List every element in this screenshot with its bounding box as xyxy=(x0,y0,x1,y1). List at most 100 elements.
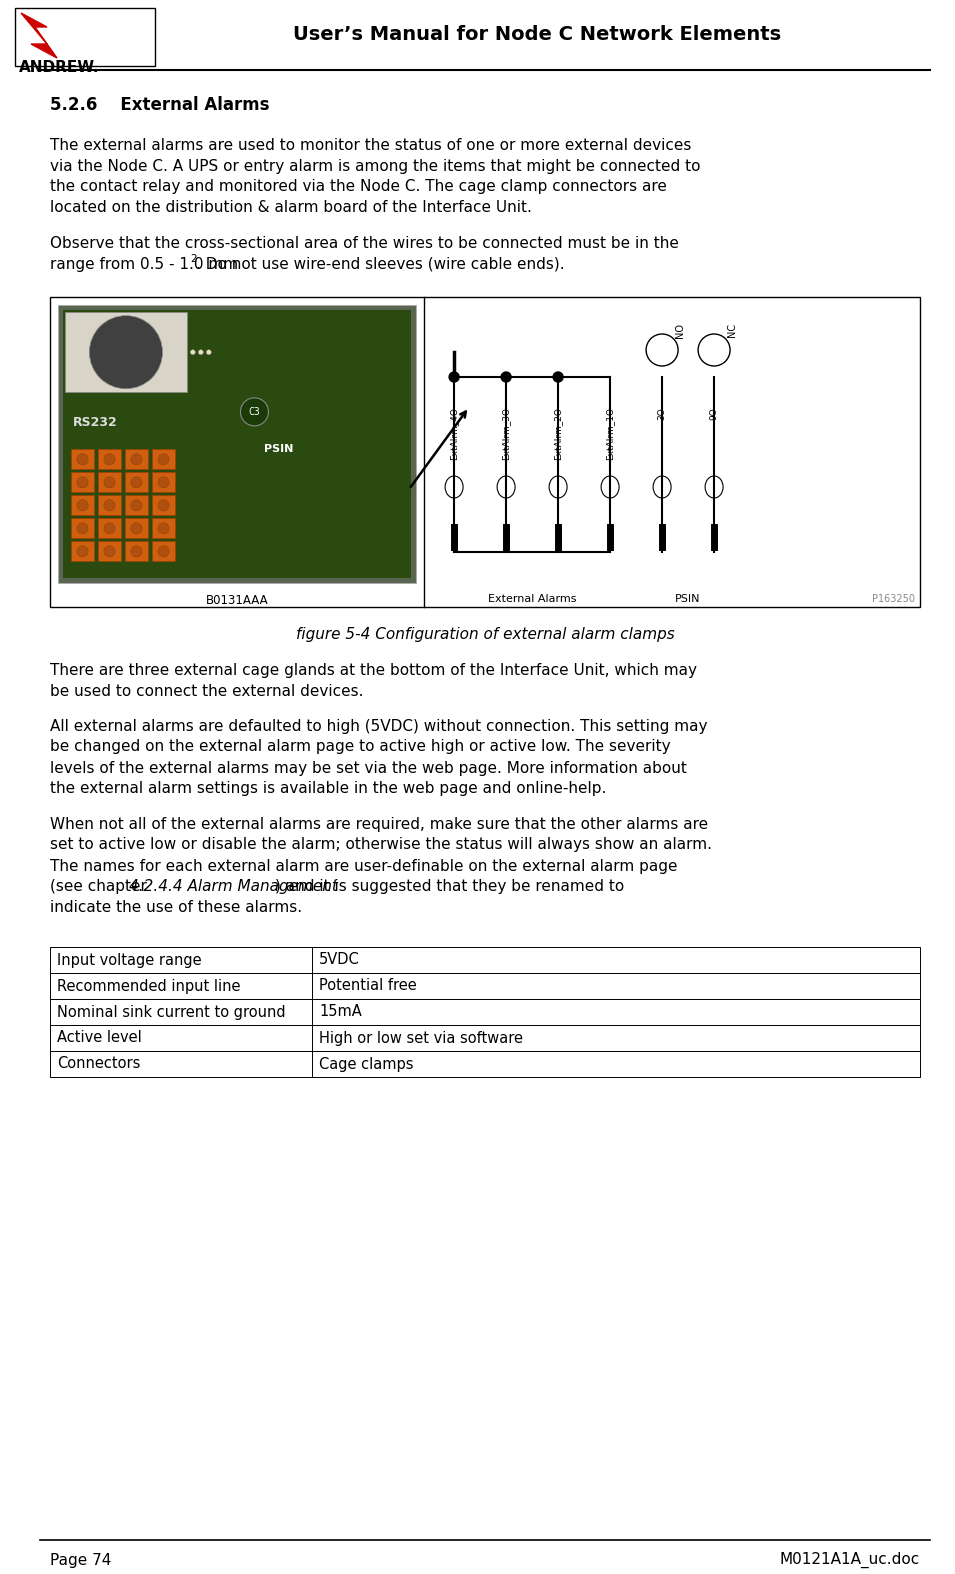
Circle shape xyxy=(131,453,142,464)
Ellipse shape xyxy=(445,475,463,497)
Circle shape xyxy=(158,453,169,464)
Bar xyxy=(152,449,175,469)
Text: 15mA: 15mA xyxy=(319,1004,362,1020)
Bar xyxy=(98,472,121,493)
Text: The external alarms are used to monitor the status of one or more external devic: The external alarms are used to monitor … xyxy=(50,137,691,153)
Circle shape xyxy=(104,453,116,464)
Ellipse shape xyxy=(601,475,619,497)
Bar xyxy=(125,518,148,538)
Text: . Do not use wire-end sleeves (wire cable ends).: . Do not use wire-end sleeves (wire cabl… xyxy=(196,257,564,271)
Text: Observe that the cross-sectional area of the wires to be connected must be in th: Observe that the cross-sectional area of… xyxy=(50,236,679,250)
Bar xyxy=(71,496,94,515)
Text: ExtAlrm_3O: ExtAlrm_3O xyxy=(501,408,511,460)
Circle shape xyxy=(698,334,731,367)
Circle shape xyxy=(131,477,142,488)
Circle shape xyxy=(647,334,678,367)
Bar xyxy=(125,496,148,515)
Bar xyxy=(98,449,121,469)
Text: figure 5-4 Configuration of external alarm clamps: figure 5-4 Configuration of external ala… xyxy=(296,628,674,642)
Text: User’s Manual for Node C Network Elements: User’s Manual for Node C Network Element… xyxy=(293,25,781,44)
Circle shape xyxy=(199,349,203,354)
Circle shape xyxy=(104,523,116,534)
Text: The names for each external alarm are user-definable on the external alarm page: The names for each external alarm are us… xyxy=(50,858,677,874)
Circle shape xyxy=(131,501,142,512)
Ellipse shape xyxy=(653,475,671,497)
Bar xyxy=(71,541,94,562)
Circle shape xyxy=(131,546,142,557)
Text: be used to connect the external devices.: be used to connect the external devices. xyxy=(50,683,364,699)
Text: External Alarms: External Alarms xyxy=(488,593,577,604)
Text: NC: NC xyxy=(727,323,737,337)
Text: range from 0.5 - 1.0 mm: range from 0.5 - 1.0 mm xyxy=(50,257,238,271)
Circle shape xyxy=(158,477,169,488)
Text: Connectors: Connectors xyxy=(57,1056,140,1072)
Text: Page 74: Page 74 xyxy=(50,1552,112,1568)
Circle shape xyxy=(131,523,142,534)
Text: (see chapter: (see chapter xyxy=(50,880,152,894)
Text: 5.2.6    External Alarms: 5.2.6 External Alarms xyxy=(50,96,269,113)
Text: be changed on the external alarm page to active high or active low. The severity: be changed on the external alarm page to… xyxy=(50,740,670,754)
Text: ANDREW.: ANDREW. xyxy=(19,60,99,76)
Circle shape xyxy=(77,453,88,464)
Bar xyxy=(98,496,121,515)
Text: Cage clamps: Cage clamps xyxy=(319,1056,414,1072)
Text: 2: 2 xyxy=(190,253,197,264)
Text: 4.2.4.4 Alarm Management: 4.2.4.4 Alarm Management xyxy=(129,880,338,894)
Circle shape xyxy=(77,501,88,512)
Circle shape xyxy=(104,501,116,512)
Circle shape xyxy=(77,523,88,534)
Text: located on the distribution & alarm board of the Interface Unit.: located on the distribution & alarm boar… xyxy=(50,200,532,216)
Bar xyxy=(50,973,920,999)
Circle shape xyxy=(501,371,511,382)
Text: All external alarms are defaulted to high (5VDC) without connection. This settin: All external alarms are defaulted to hig… xyxy=(50,718,708,733)
Text: Recommended input line: Recommended input line xyxy=(57,979,241,993)
Bar xyxy=(71,518,94,538)
Bar xyxy=(63,310,411,578)
Text: C3: C3 xyxy=(248,406,261,417)
Bar xyxy=(125,449,148,469)
Text: ExtAlrm_2O: ExtAlrm_2O xyxy=(554,408,562,460)
Circle shape xyxy=(158,523,169,534)
Bar xyxy=(152,541,175,562)
Text: NO: NO xyxy=(675,323,685,337)
Text: ExtAlrm_1O: ExtAlrm_1O xyxy=(605,408,615,460)
Text: via the Node C. A UPS or entry alarm is among the items that might be connected : via the Node C. A UPS or entry alarm is … xyxy=(50,159,701,173)
Text: the contact relay and monitored via the Node C. The cage clamp connectors are: the contact relay and monitored via the … xyxy=(50,179,667,195)
Circle shape xyxy=(77,477,88,488)
Text: the external alarm settings is available in the web page and online-help.: the external alarm settings is available… xyxy=(50,782,606,796)
Bar xyxy=(65,312,187,392)
Bar xyxy=(152,496,175,515)
Text: set to active low or disable the alarm; otherwise the status will always show an: set to active low or disable the alarm; … xyxy=(50,837,712,853)
Bar xyxy=(98,541,121,562)
Text: Input voltage range: Input voltage range xyxy=(57,952,202,968)
Text: P163250: P163250 xyxy=(872,593,915,604)
Circle shape xyxy=(241,398,268,427)
Ellipse shape xyxy=(705,475,723,497)
Circle shape xyxy=(104,477,116,488)
Text: When not all of the external alarms are required, make sure that the other alarm: When not all of the external alarms are … xyxy=(50,817,708,831)
Text: 5VDC: 5VDC xyxy=(319,952,360,968)
Bar xyxy=(50,1051,920,1077)
Text: ExtAlrm_4O: ExtAlrm_4O xyxy=(450,408,458,460)
Text: Nominal sink current to ground: Nominal sink current to ground xyxy=(57,1004,286,1020)
Text: 3O: 3O xyxy=(658,408,667,420)
Bar xyxy=(125,541,148,562)
Bar xyxy=(71,449,94,469)
Circle shape xyxy=(190,349,196,354)
Circle shape xyxy=(158,546,169,557)
Bar xyxy=(58,305,416,582)
Circle shape xyxy=(206,349,211,354)
Text: There are three external cage glands at the bottom of the Interface Unit, which : There are three external cage glands at … xyxy=(50,663,697,677)
Bar xyxy=(98,518,121,538)
Text: High or low set via software: High or low set via software xyxy=(319,1031,523,1045)
Ellipse shape xyxy=(498,475,515,497)
Text: RS232: RS232 xyxy=(73,416,117,430)
Bar xyxy=(152,518,175,538)
Bar xyxy=(71,472,94,493)
Bar xyxy=(50,948,920,973)
Bar xyxy=(152,472,175,493)
Bar xyxy=(50,999,920,1025)
Circle shape xyxy=(449,371,459,382)
Text: PSIN: PSIN xyxy=(265,444,293,455)
Polygon shape xyxy=(21,13,57,58)
